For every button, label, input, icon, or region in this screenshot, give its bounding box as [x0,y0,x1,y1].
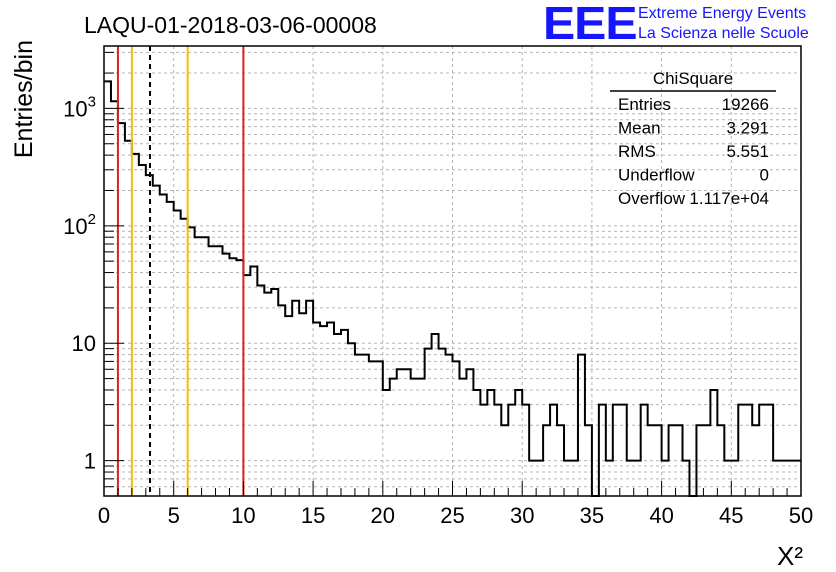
marker-lines [116,46,245,496]
stats-row-value: 5.551 [726,142,769,161]
y-tick-label: 10 [72,331,96,356]
y-tick-label: 102 [63,211,96,239]
y-tick-label: 1 [84,449,96,474]
logo-tagline-1: Extreme Energy Events [638,5,807,22]
axis-ticks [103,51,802,497]
y-axis-label: Entries/bin [10,40,38,158]
x-tick-label: 5 [168,503,180,528]
x-axis-label: X² [777,541,803,571]
x-tick-label: 30 [510,503,534,528]
stats-row-label: Overflow [618,189,686,208]
stats-row-label: RMS [618,142,656,161]
stats-box-name: ChiSquare [653,69,733,88]
x-tick-label: 45 [719,503,743,528]
grid-lines [104,46,801,496]
x-tick-label: 40 [649,503,673,528]
y-tick-label-exponent: 3 [88,93,96,110]
logo-tagline-2: La Scienza nelle Scuole [638,25,809,42]
stats-row-value: 3.291 [726,119,769,138]
stats-row-label: Mean [618,119,661,138]
stats-row-value: 0 [760,166,769,185]
y-tick-label-base: 10 [63,214,87,239]
stats-box: ChiSquare Entries 19266 Mean 3.291 RMS 5.551 U… [610,69,776,208]
x-tick-label: 15 [301,503,325,528]
y-tick-label-exponent: 2 [88,211,96,228]
x-tick-label: 10 [231,503,255,528]
x-tick-label: 20 [371,503,395,528]
x-tick-label: 50 [789,503,813,528]
x-tick-label: 0 [98,503,110,528]
stats-row-label: Underflow [618,166,695,185]
x-tick-label: 25 [440,503,464,528]
stats-row-value: 1.117e+04 [689,189,769,208]
y-tick-label: 103 [63,93,96,121]
chart-title: LAQU-01-2018-03-06-00008 [84,12,377,38]
x-tick-labels: 0 5 10 15 20 25 30 35 40 45 50 [98,503,813,528]
eee-logo-mark: EEE [543,0,638,49]
stats-row-label: Entries [618,95,671,114]
x-tick-label: 35 [580,503,604,528]
histogram-series [104,80,801,497]
y-tick-label-base: 10 [63,96,87,121]
stats-row-value: 19266 [722,95,769,114]
